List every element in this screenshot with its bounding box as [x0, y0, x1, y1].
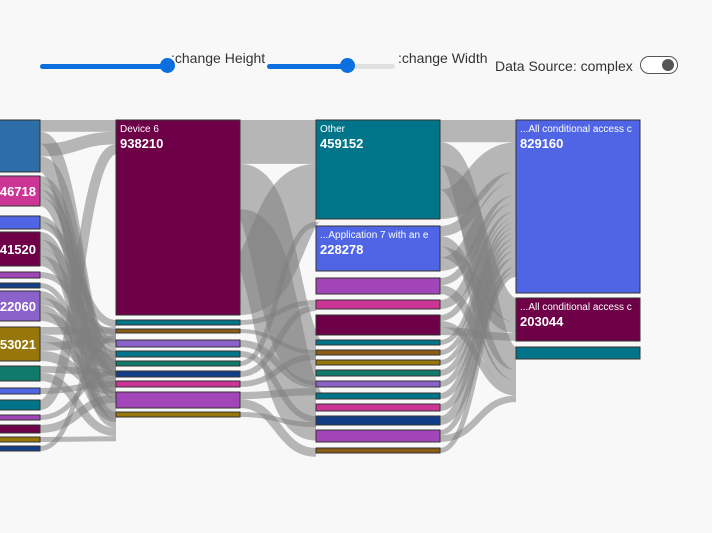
sankey-node-value: 938210: [120, 136, 163, 151]
sankey-link[interactable]: [438, 142, 518, 219]
sankey-node[interactable]: [115, 411, 241, 418]
sankey-node-value: 53021: [0, 337, 36, 352]
data-source-label: Data Source: complex: [495, 58, 633, 74]
sankey-node[interactable]: [0, 119, 41, 173]
sankey-node[interactable]: [315, 392, 441, 400]
sankey-node[interactable]: [0, 387, 41, 395]
sankey-node[interactable]: [315, 339, 441, 346]
sankey-node-name: ...Application 7 with an e: [320, 230, 429, 241]
sankey-link[interactable]: [232, 163, 324, 315]
width-slider-fill: [267, 64, 348, 69]
sankey-link[interactable]: [39, 372, 117, 437]
sankey-node-name: ...All conditional access c: [520, 124, 632, 135]
sankey-node[interactable]: [315, 380, 441, 388]
sankey-node[interactable]: [0, 326, 41, 362]
toggle-knob: [662, 59, 674, 71]
sankey-node[interactable]: [315, 314, 441, 336]
sankey-node[interactable]: [315, 429, 441, 443]
sankey-link[interactable]: [439, 395, 517, 442]
height-slider-label: :change Height: [171, 50, 266, 66]
sankey-node[interactable]: [315, 369, 441, 377]
sankey-node-value: 46718: [0, 184, 36, 199]
width-slider-thumb[interactable]: [339, 58, 355, 73]
sankey-node-value: 203044: [520, 314, 564, 329]
sankey-link[interactable]: [39, 334, 117, 385]
sankey-node[interactable]: [115, 328, 241, 334]
sankey-link[interactable]: [239, 340, 317, 388]
sankey-link[interactable]: [239, 399, 317, 457]
height-slider-thumb[interactable]: [160, 58, 175, 73]
sankey-node-name: ...All conditional access c: [520, 302, 632, 313]
sankey-node[interactable]: [115, 360, 241, 367]
sankey-node-value: 829160: [520, 136, 563, 151]
sankey-node[interactable]: [315, 277, 441, 295]
sankey-node[interactable]: [315, 403, 441, 412]
controls-bar: :change Height :change Width Data Source…: [0, 0, 712, 100]
sankey-node[interactable]: [115, 391, 241, 409]
sankey-link[interactable]: [439, 211, 517, 321]
sankey-node[interactable]: [0, 365, 41, 382]
sankey-node-name: Device 6: [120, 124, 159, 135]
sankey-node[interactable]: [0, 445, 41, 452]
sankey-node-name: Other: [320, 124, 346, 135]
sankey-node[interactable]: [0, 215, 41, 230]
sankey-node-value: 41520: [0, 242, 36, 257]
sankey-node[interactable]: [315, 447, 441, 454]
sankey-node[interactable]: [515, 346, 641, 360]
sankey-link[interactable]: [239, 354, 317, 387]
sankey-link[interactable]: [39, 394, 117, 433]
sankey-link[interactable]: [239, 300, 317, 325]
sankey-node[interactable]: [115, 119, 241, 316]
sankey-node[interactable]: [515, 119, 641, 294]
width-slider-label: :change Width: [398, 50, 488, 66]
sankey-node-value: 22060: [0, 299, 36, 314]
sankey-nodes: [0, 119, 641, 454]
sankey-node[interactable]: [115, 319, 241, 326]
sankey-link[interactable]: [239, 412, 317, 427]
sankey-node[interactable]: [0, 436, 41, 443]
sankey-link[interactable]: [39, 335, 117, 451]
sankey-node[interactable]: [315, 359, 441, 366]
sankey-link[interactable]: [239, 222, 317, 366]
sankey-link[interactable]: [439, 202, 517, 309]
sankey-link[interactable]: [439, 195, 517, 286]
sankey-node[interactable]: [315, 225, 441, 272]
sankey-node-value: 228278: [320, 242, 363, 257]
sankey-node-value: 459152: [320, 136, 363, 151]
sankey-node[interactable]: [0, 175, 41, 207]
sankey-link[interactable]: [239, 388, 317, 400]
sankey-node[interactable]: [115, 380, 241, 388]
sankey-node[interactable]: [115, 370, 241, 378]
sankey-node[interactable]: [315, 299, 441, 310]
sankey-link[interactable]: [439, 181, 517, 272]
sankey-node[interactable]: [0, 231, 41, 267]
height-slider-fill: [40, 64, 168, 69]
sankey-links: [37, 119, 520, 457]
sankey-link[interactable]: [39, 131, 117, 157]
sankey-link[interactable]: [39, 436, 117, 442]
sankey-link[interactable]: [38, 144, 118, 410]
sankey-link[interactable]: [439, 171, 517, 237]
sankey-node[interactable]: [0, 424, 41, 434]
sankey-node[interactable]: [115, 350, 241, 358]
sankey-node[interactable]: [0, 271, 41, 279]
sankey-node[interactable]: [0, 414, 41, 421]
width-slider[interactable]: [267, 56, 395, 76]
sankey-node[interactable]: [115, 339, 241, 348]
sankey-node[interactable]: [515, 297, 641, 342]
sankey-link[interactable]: [239, 305, 317, 377]
data-source-toggle[interactable]: [640, 56, 678, 74]
sankey-node[interactable]: [0, 290, 41, 322]
sankey-node[interactable]: [0, 282, 41, 289]
sankey-node[interactable]: [315, 119, 441, 220]
sankey-node[interactable]: [315, 349, 441, 356]
height-slider[interactable]: [40, 56, 175, 76]
sankey-node[interactable]: [315, 415, 441, 426]
sankey-link[interactable]: [439, 271, 517, 453]
sankey-node[interactable]: [0, 399, 41, 411]
